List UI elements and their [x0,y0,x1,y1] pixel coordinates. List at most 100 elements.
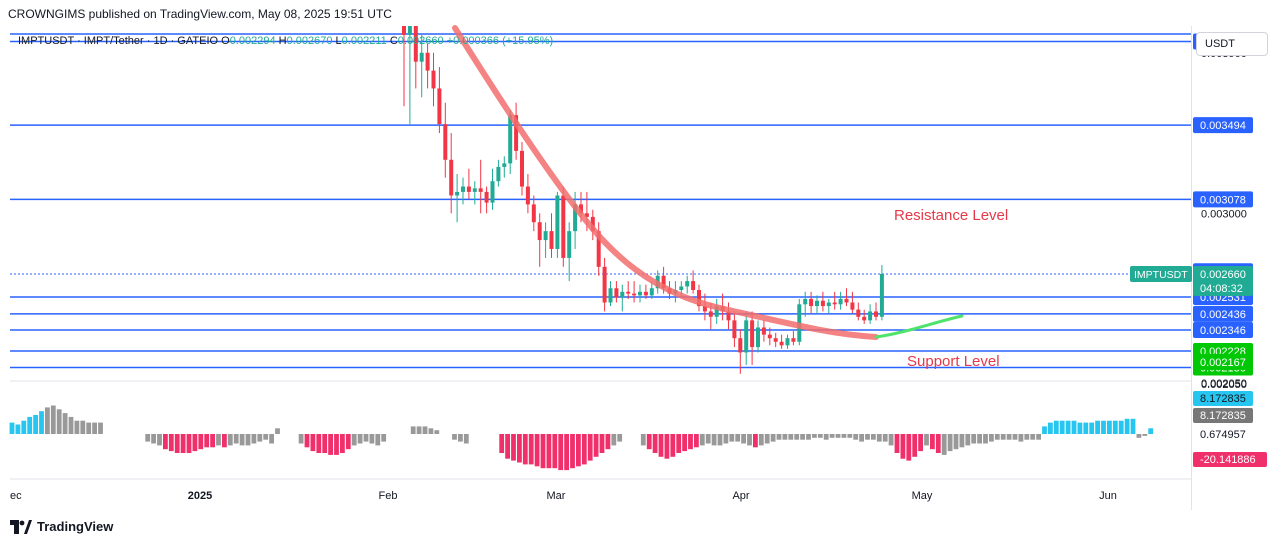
oscillator-bar [1118,420,1124,434]
candle-body [726,311,731,321]
time-tick-label: May [912,490,933,502]
oscillator-bar [351,434,357,446]
candle-body [638,291,642,296]
oscillator-bar [812,434,817,438]
oscillator-bar [204,434,210,448]
currency-unit-button[interactable]: USDT [1196,32,1268,56]
oscillator-bar [210,434,215,448]
oscillator-bar [552,434,558,469]
candle-body [419,52,424,62]
candle-body [525,186,530,205]
candle-body [856,309,861,317]
oscillator-bar [1018,434,1024,442]
osc-label-box [1193,452,1267,467]
oscillator-bar [924,434,929,446]
time-tick-label: Jun [1099,490,1117,502]
last-price-box [1193,265,1253,296]
oscillator-bar [428,428,434,434]
oscillator-bar [168,434,174,452]
oscillator-bar [304,434,310,448]
oscillator-bar [163,434,168,450]
candle-body [478,188,483,192]
candle-body [750,320,755,348]
oscillator-bar [56,409,62,434]
candle-body [472,188,477,192]
close-value: 0.002660 [397,35,444,47]
oscillator-bar [888,434,894,446]
oscillator-label: 8.172835 [1200,410,1246,422]
tradingview-logo-icon [10,519,32,534]
oscillator-bar [570,434,575,469]
oscillator-bar [528,434,534,465]
oscillator-bar [994,434,1000,440]
oscillator-bar [646,434,652,450]
time-tick-label: Apr [732,490,749,502]
oscillator-bar [705,434,711,444]
candle-body [407,26,412,35]
candle-body [803,298,808,305]
oscillator-bar [1024,434,1030,440]
oscillator-bar [216,434,221,446]
oscillator-bar [906,434,912,461]
oscillator-bar [871,434,876,440]
candle-body [826,302,831,307]
oscillator-bar [717,434,723,446]
time-tick-label: 2025 [188,490,212,502]
oscillator-bar [853,434,859,440]
oscillator-bar [1006,434,1012,440]
symbol-line[interactable]: IMPTUSDT · IMPT/Tether · 1D · GATEIO [18,35,219,47]
oscillator-bar [764,434,770,444]
oscillator-bar [522,434,528,465]
low-value: 0.002211 [341,35,387,47]
oscillator-bar [959,434,965,448]
oscillator-bar [947,434,953,452]
candle-body [732,320,737,339]
candle-body [697,290,701,307]
candle-body [579,204,583,214]
oscillator-bar [611,434,617,446]
oscillator-bar [729,434,735,442]
candle-body [632,293,637,296]
candle-body [874,311,878,317]
oscillator-bar [576,434,581,467]
oscillator-label: -20.141886 [1200,454,1256,466]
oscillator-bar [198,434,204,450]
candle-body [691,281,696,291]
oscillator-bar [753,434,758,448]
oscillator-bar [310,434,316,452]
oscillator-label: 8.172835 [1200,393,1246,405]
oscillator-bar [157,434,162,446]
oscillator-bar [930,434,935,450]
oscillator-bar [9,422,15,434]
oscillator-bar [983,434,988,444]
oscillator-bar [345,434,351,450]
tradingview-logo-text: TradingView [37,519,114,534]
oscillator-bar [694,434,699,448]
downtrend-curve [452,25,879,340]
oscillator-bar [98,422,103,434]
symbol-legend[interactable]: IMPTUSDT · IMPT/Tether · 1D · GATEIO O0.… [18,35,553,47]
candle-body [685,281,690,287]
oscillator-bar [941,434,947,455]
oscillator-bar [593,434,599,457]
oscillator-bar [1071,420,1077,434]
symbol-tag: IMPTUSDT [1134,269,1188,281]
oscillator-bar [817,434,823,438]
level-price-label-box [1193,353,1253,370]
oscillator-bar [823,434,829,440]
oscillator-bar [900,434,906,459]
oscillator-bar [21,420,27,434]
osc-label-box [1193,408,1253,423]
oscillator-bar [74,420,80,434]
oscillator-bar [587,434,593,461]
candle-body [449,159,454,196]
oscillator-bar [1112,420,1118,434]
oscillator-bar [452,434,457,440]
oscillator-bar [971,434,977,444]
oscillator-bar [511,434,516,461]
oscillator-bar [375,434,381,446]
tradingview-logo[interactable]: TradingView [10,519,113,534]
price-tick-label: 0.003000 [1201,208,1247,220]
high-label: H [278,35,287,47]
